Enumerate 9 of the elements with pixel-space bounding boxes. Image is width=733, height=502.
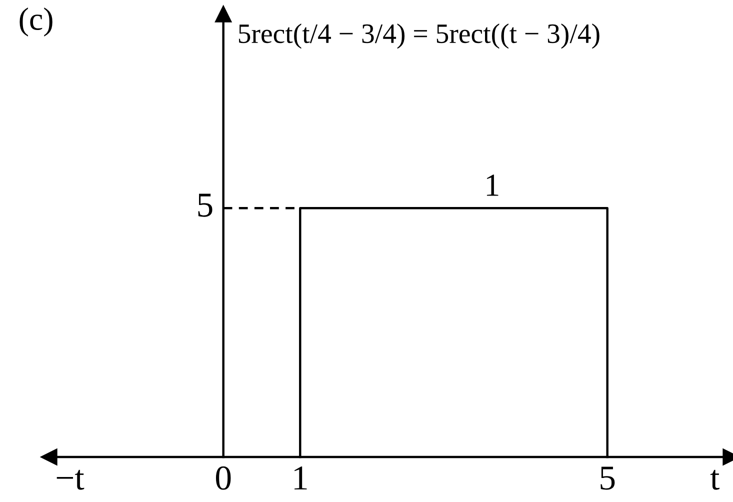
x-tick-label: −t <box>56 470 84 490</box>
x-tick-label: 1 <box>294 466 307 490</box>
annotation: 5 <box>198 194 212 217</box>
annotation: 1 <box>486 174 498 196</box>
chart-subtitle: 5rect(t/4 − 3/4) = 5rect((t − 3)/4) <box>238 24 600 49</box>
x-tick-label: 5 <box>600 466 615 490</box>
x-tick-label: 0 <box>216 466 231 490</box>
chart-title: (c) <box>20 8 52 36</box>
x-tick-label: t <box>710 470 720 490</box>
